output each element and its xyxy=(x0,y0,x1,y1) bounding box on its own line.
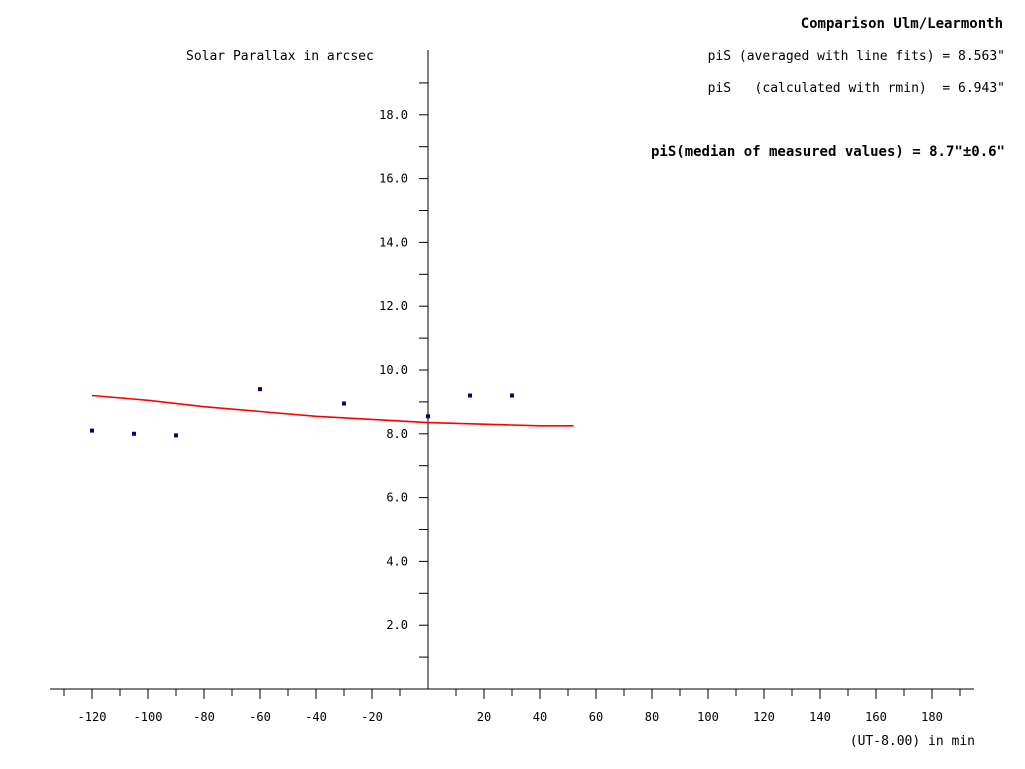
y-tick-label: 12.0 xyxy=(379,299,408,313)
x-tick-label: -60 xyxy=(249,710,271,724)
data-point xyxy=(90,428,94,433)
data-point xyxy=(468,393,472,398)
y-tick-label: 14.0 xyxy=(379,235,408,249)
annotation-median: piS(median of measured values) = 8.7"±0.… xyxy=(650,144,1005,160)
x-tick-label: 180 xyxy=(921,710,943,724)
y-axis-label: Solar Parallax in arcsec xyxy=(186,49,374,64)
x-tick-label: -40 xyxy=(305,710,327,724)
x-tick-label: -80 xyxy=(193,710,215,724)
y-axis-ticks: 2.0 4.0 6.0 8.0 10.0 12.0 14.0 16.0 18.0 xyxy=(379,82,428,658)
annotation-rmin: piS (calculated with rmin) = 6.943" xyxy=(707,81,1005,96)
y-tick-label: 16.0 xyxy=(379,172,408,186)
data-point xyxy=(132,431,136,436)
x-tick-label: 100 xyxy=(697,710,719,724)
y-tick-label: 18.0 xyxy=(379,108,408,122)
data-point xyxy=(426,414,430,419)
x-tick-label: -100 xyxy=(134,710,163,724)
x-tick-label: 60 xyxy=(589,710,603,724)
data-point xyxy=(510,393,514,398)
data-point xyxy=(258,387,262,392)
data-point xyxy=(174,433,178,438)
measured-points-series xyxy=(90,387,514,438)
y-tick-label: 2.0 xyxy=(386,618,408,632)
x-tick-label: 40 xyxy=(533,710,547,724)
x-tick-label: 20 xyxy=(477,710,491,724)
data-point xyxy=(342,401,346,406)
y-tick-label: 8.0 xyxy=(386,427,408,441)
fit-line xyxy=(91,394,574,427)
y-tick-label: 6.0 xyxy=(386,491,408,505)
x-tick-label: 140 xyxy=(809,710,831,724)
fit-line-series xyxy=(91,394,574,427)
y-tick-label: 10.0 xyxy=(379,363,408,377)
annotation-averaged: piS (averaged with line fits) = 8.563" xyxy=(707,49,1005,64)
x-tick-label: 120 xyxy=(753,710,775,724)
x-tick-label: -20 xyxy=(361,710,383,724)
x-tick-label: 160 xyxy=(865,710,887,724)
y-tick-label: 4.0 xyxy=(386,554,408,568)
x-axis-ticks: -120 -100 -80 -60 -40 -20 20 40 60 80 100 120 140 160… xyxy=(63,689,961,724)
chart-title: Comparison Ulm/Learmonth xyxy=(800,16,1003,32)
x-axis-label: (UT-8.00) in min xyxy=(849,734,975,749)
x-tick-label: 80 xyxy=(645,710,659,724)
x-tick-label: -120 xyxy=(78,710,107,724)
